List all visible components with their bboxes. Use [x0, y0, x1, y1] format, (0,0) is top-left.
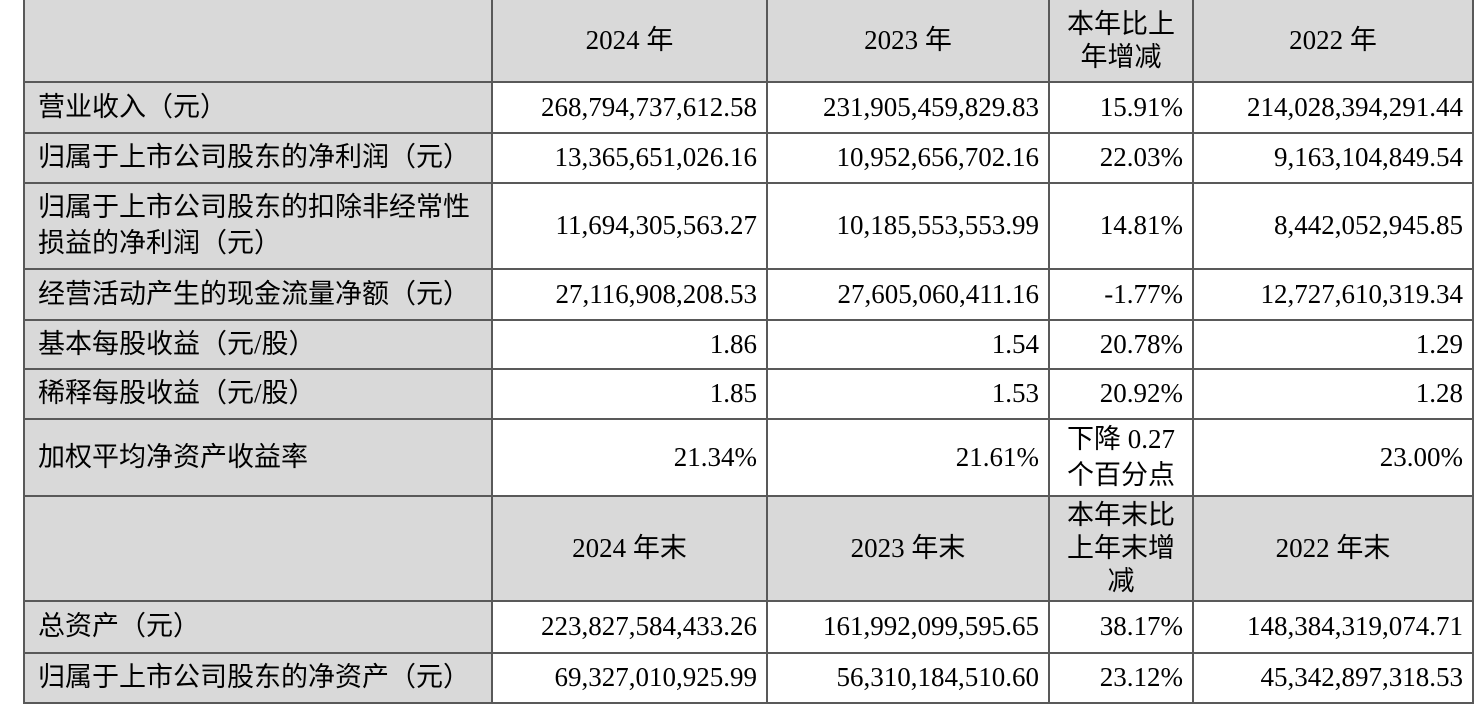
cell-change: 15.91% [1048, 81, 1194, 134]
row-label: 加权平均净资产收益率 [23, 417, 493, 498]
cell-value-2023: 1.54 [766, 319, 1050, 370]
cell-value-2024: 1.86 [491, 319, 768, 370]
cell-value-2022: 8,442,052,945.85 [1192, 182, 1474, 270]
cell-change: -1.77% [1048, 268, 1194, 321]
cell-change: 下降 0.27 个百分点 [1048, 417, 1194, 498]
column-header-2023: 2023 年 [766, 0, 1050, 83]
table-row-net-profit: 归属于上市公司股东的净利润（元） 13,365,651,026.16 10,95… [23, 132, 1474, 184]
cell-value-2022: 9,163,104,849.54 [1192, 132, 1474, 184]
row-label: 归属于上市公司股东的净利润（元） [23, 132, 493, 184]
cell-value-2022: 214,028,394,291.44 [1192, 81, 1474, 134]
cell-value-2024: 21.34% [491, 417, 768, 498]
row-label: 经营活动产生的现金流量净额（元） [23, 268, 493, 321]
cell-value-2024: 27,116,908,208.53 [491, 268, 768, 321]
table-row-total-assets: 总资产（元） 223,827,584,433.26 161,992,099,59… [23, 600, 1474, 655]
table-row-weighted-avg-roe: 加权平均净资产收益率 21.34% 21.61% 下降 0.27 个百分点 23… [23, 417, 1474, 498]
row-label: 归属于上市公司股东的扣除非经常性 损益的净利润（元） [23, 182, 493, 270]
table-row-operating-cash-flow: 经营活动产生的现金流量净额（元） 27,116,908,208.53 27,60… [23, 268, 1474, 321]
cell-value-2024: 13,365,651,026.16 [491, 132, 768, 184]
column-header-metric [23, 0, 493, 83]
cell-value-2022: 12,727,610,319.34 [1192, 268, 1474, 321]
column-header-year-end-change: 本年末比 上年末增 减 [1048, 495, 1194, 603]
cell-value-2023: 231,905,459,829.83 [766, 81, 1050, 134]
cell-value-2023: 1.53 [766, 368, 1050, 420]
row-label: 总资产（元） [23, 600, 493, 655]
cell-value-2024: 11,694,305,563.27 [491, 182, 768, 270]
cell-value-2024: 69,327,010,925.99 [491, 652, 768, 705]
cell-value-2022: 1.28 [1192, 368, 1474, 420]
cell-value-2023: 161,992,099,595.65 [766, 600, 1050, 655]
cell-value-2022: 45,342,897,318.53 [1192, 652, 1474, 705]
cell-value-2023: 56,310,184,510.60 [766, 652, 1050, 705]
cell-value-2023: 10,185,553,553.99 [766, 182, 1050, 270]
cell-change: 20.78% [1048, 319, 1194, 370]
cell-value-2024: 268,794,737,612.58 [491, 81, 768, 134]
row-label: 基本每股收益（元/股） [23, 319, 493, 370]
column-header-yoy-change: 本年比上 年增减 [1048, 0, 1194, 83]
cell-value-2024: 1.85 [491, 368, 768, 420]
table-row-diluted-eps: 稀释每股收益（元/股） 1.85 1.53 20.92% 1.28 [23, 368, 1474, 420]
cell-value-2023: 10,952,656,702.16 [766, 132, 1050, 184]
cell-change: 38.17% [1048, 600, 1194, 655]
table-header-row-annual: 2024 年 2023 年 本年比上 年增减 2022 年 [23, 0, 1474, 83]
cell-change: 23.12% [1048, 652, 1194, 705]
cell-value-2022: 148,384,319,074.71 [1192, 600, 1474, 655]
table-row-net-assets: 归属于上市公司股东的净资产（元） 69,327,010,925.99 56,31… [23, 652, 1474, 705]
column-header-2023-end: 2023 年末 [766, 495, 1050, 603]
cell-value-2023: 27,605,060,411.16 [766, 268, 1050, 321]
cell-value-2022: 23.00% [1192, 417, 1474, 498]
row-label: 营业收入（元） [23, 81, 493, 134]
cell-value-2022: 1.29 [1192, 319, 1474, 370]
row-label: 归属于上市公司股东的净资产（元） [23, 652, 493, 705]
column-header-metric [23, 495, 493, 603]
table-row-basic-eps: 基本每股收益（元/股） 1.86 1.54 20.78% 1.29 [23, 319, 1474, 370]
table-row-deducted-net-profit: 归属于上市公司股东的扣除非经常性 损益的净利润（元） 11,694,305,56… [23, 182, 1474, 270]
column-header-2024-end: 2024 年末 [491, 495, 768, 603]
table-row-revenue: 营业收入（元） 268,794,737,612.58 231,905,459,8… [23, 81, 1474, 134]
cell-change: 20.92% [1048, 368, 1194, 420]
cell-change: 22.03% [1048, 132, 1194, 184]
column-header-2022-end: 2022 年末 [1192, 495, 1474, 603]
column-header-2024: 2024 年 [491, 0, 768, 83]
cell-value-2024: 223,827,584,433.26 [491, 600, 768, 655]
financial-summary-table: 2024 年 2023 年 本年比上 年增减 2022 年 营业收入（元） 26… [23, 0, 1474, 705]
row-label: 稀释每股收益（元/股） [23, 368, 493, 420]
table-header-row-year-end: 2024 年末 2023 年末 本年末比 上年末增 减 2022 年末 [23, 495, 1474, 603]
cell-change: 14.81% [1048, 182, 1194, 270]
cell-value-2023: 21.61% [766, 417, 1050, 498]
column-header-2022: 2022 年 [1192, 0, 1474, 83]
